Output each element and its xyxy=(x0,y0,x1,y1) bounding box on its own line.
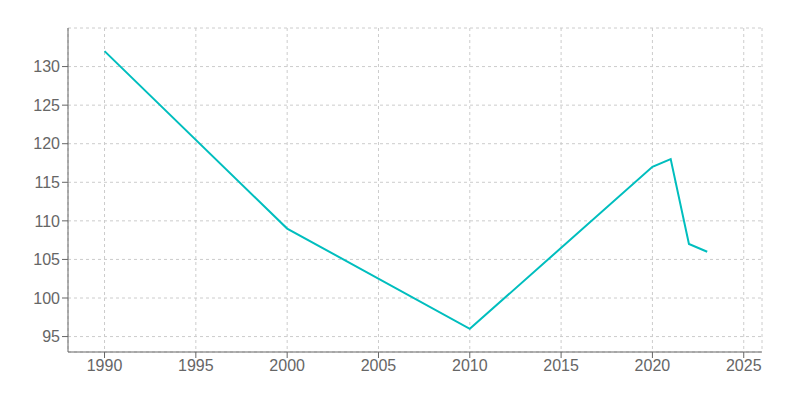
svg-text:2020: 2020 xyxy=(635,357,671,374)
svg-text:1990: 1990 xyxy=(87,357,123,374)
svg-text:110: 110 xyxy=(34,213,60,230)
svg-text:2000: 2000 xyxy=(269,357,305,374)
svg-text:2015: 2015 xyxy=(543,357,579,374)
svg-text:1995: 1995 xyxy=(178,357,214,374)
svg-text:95: 95 xyxy=(42,328,60,345)
svg-text:105: 105 xyxy=(33,251,60,268)
svg-text:125: 125 xyxy=(33,97,60,114)
svg-text:2010: 2010 xyxy=(452,357,488,374)
svg-text:2025: 2025 xyxy=(726,357,762,374)
svg-text:115: 115 xyxy=(34,174,60,191)
svg-text:120: 120 xyxy=(33,135,60,152)
svg-text:130: 130 xyxy=(33,58,60,75)
svg-text:2005: 2005 xyxy=(361,357,397,374)
svg-text:100: 100 xyxy=(33,290,60,307)
